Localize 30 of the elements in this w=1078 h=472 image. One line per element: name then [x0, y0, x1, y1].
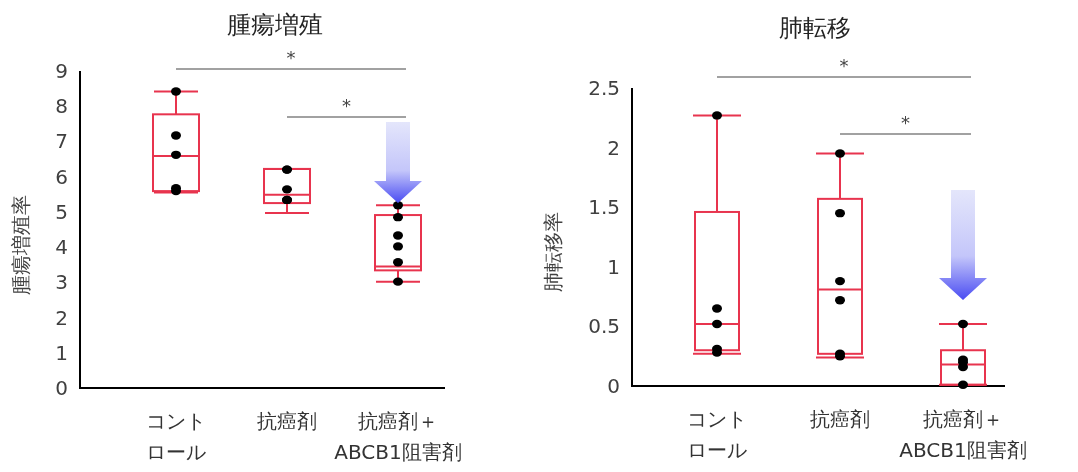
text: * — [839, 55, 849, 76]
y-tick-label: 4 — [55, 235, 68, 260]
y-axis-title: 腫瘍増殖率 — [9, 194, 33, 295]
y-axis-title: 肺転移率 — [541, 212, 565, 292]
y-tick-label: 0 — [55, 376, 68, 400]
y-tick-label: 7 — [55, 129, 68, 154]
y-tick-label: 2 — [55, 305, 68, 330]
chart-title: 腫瘍増殖 — [227, 11, 323, 39]
y-tick-label: 9 — [55, 59, 68, 83]
y-tick-label: 8 — [55, 94, 68, 119]
x-tick-label: 抗癌剤 — [810, 407, 870, 431]
text: * — [286, 47, 296, 68]
chart-title: 肺転移 — [779, 14, 851, 42]
y-tick-label: 5 — [55, 199, 68, 224]
x-tick-label: 抗癌剤＋ABCB1阻害剤 — [334, 409, 462, 464]
y-tick-label: 2.5 — [588, 76, 620, 100]
y-tick-label: 1.5 — [588, 195, 620, 220]
y-tick-label: 0.5 — [588, 314, 620, 339]
y-tick-label: 6 — [55, 164, 68, 189]
y-tick-label: 3 — [55, 270, 68, 295]
annotation: * — [342, 95, 351, 116]
annotation: * — [901, 112, 910, 133]
x-tick-label: コントロール — [146, 409, 206, 464]
x-tick-label: 抗癌剤＋ABCB1阻害剤 — [899, 407, 1027, 462]
y-tick-label: 2 — [607, 135, 620, 160]
x-tick-label: コントロール — [687, 407, 747, 462]
y-tick-label: 0 — [607, 374, 620, 398]
x-tick-label: 抗癌剤 — [257, 409, 317, 433]
y-tick-label: 1 — [55, 340, 68, 365]
y-tick-label: 1 — [607, 254, 620, 279]
